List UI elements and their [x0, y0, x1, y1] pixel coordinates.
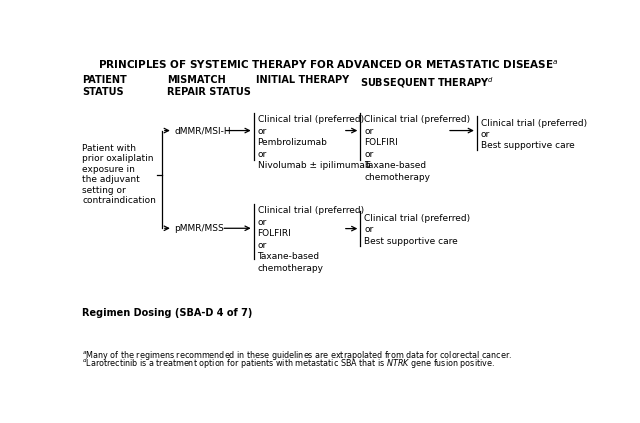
- Text: $^{a}$Many of the regimens recommended in these guidelines are extrapolated from: $^{a}$Many of the regimens recommended i…: [83, 349, 513, 362]
- Text: $^{d}$Larotrectinib is a treatment option for patients with metastatic SBA that : $^{d}$Larotrectinib is a treatment optio…: [83, 357, 495, 371]
- Text: Clinical trial (preferred)
or
FOLFIRI
or
Taxane-based
chemotherapy: Clinical trial (preferred) or FOLFIRI or…: [257, 206, 364, 273]
- Text: PATIENT
STATUS: PATIENT STATUS: [83, 75, 127, 97]
- Text: SUBSEQUENT THERAPY$^{d}$: SUBSEQUENT THERAPY$^{d}$: [360, 75, 495, 90]
- Text: MISMATCH
REPAIR STATUS: MISMATCH REPAIR STATUS: [167, 75, 251, 97]
- Text: INITIAL THERAPY: INITIAL THERAPY: [256, 75, 349, 85]
- Text: Clinical trial (preferred)
or
Pembrolizumab
or
Nivolumab ± ipilimumab: Clinical trial (preferred) or Pembrolizu…: [257, 115, 370, 170]
- Text: dMMR/MSI-H: dMMR/MSI-H: [174, 126, 231, 135]
- Text: Clinical trial (preferred)
or
Best supportive care: Clinical trial (preferred) or Best suppo…: [364, 214, 470, 245]
- Text: Clinical trial (preferred)
or
FOLFIRI
or
Taxane-based
chemotherapy: Clinical trial (preferred) or FOLFIRI or…: [364, 115, 470, 181]
- Text: Patient with
prior oxaliplatin
exposure in
the adjuvant
setting or
contraindicat: Patient with prior oxaliplatin exposure …: [83, 144, 156, 205]
- Text: Clinical trial (preferred)
or
Best supportive care: Clinical trial (preferred) or Best suppo…: [481, 118, 587, 151]
- Text: pMMR/MSS: pMMR/MSS: [174, 224, 224, 233]
- Text: PRINCIPLES OF SYSTEMIC THERAPY FOR ADVANCED OR METASTATIC DISEASE$^{a}$: PRINCIPLES OF SYSTEMIC THERAPY FOR ADVAN…: [98, 59, 558, 71]
- Text: Regimen Dosing (SBA-D 4 of 7): Regimen Dosing (SBA-D 4 of 7): [83, 308, 253, 318]
